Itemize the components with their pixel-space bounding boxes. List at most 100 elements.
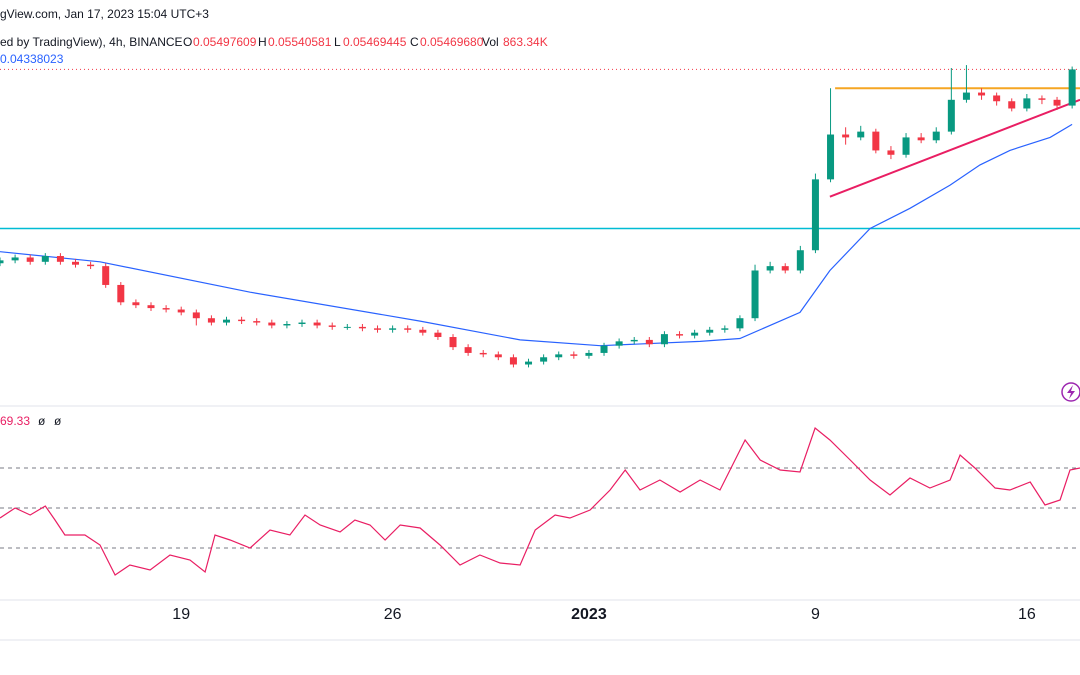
candle-body [827, 134, 835, 180]
ohlc-label: O [183, 35, 192, 49]
candle-body [600, 345, 608, 353]
candle-body [177, 309, 185, 313]
candle-body [1023, 98, 1031, 109]
candle-body [404, 328, 412, 330]
ohlc-value: 0.05469680 [420, 35, 484, 49]
price-pane [0, 65, 1080, 368]
candle-body [298, 322, 306, 324]
symbol: ed by TradingView), 4h, BINANCE [0, 35, 183, 49]
candle-body [706, 329, 714, 333]
candle-body [313, 322, 321, 326]
candle-body [1008, 101, 1016, 109]
volume-label: Vol [482, 35, 499, 49]
candle-body [660, 334, 668, 345]
candle-body [721, 328, 729, 330]
candle-body [962, 92, 970, 100]
alert-icon[interactable] [1061, 382, 1080, 402]
candle-body [585, 352, 593, 356]
candle-body [978, 92, 986, 96]
candle-body [676, 334, 684, 336]
candle-body [358, 326, 366, 329]
trend-line [829, 98, 1080, 198]
candle-body [736, 318, 744, 329]
candle-body [389, 328, 397, 330]
header-source: gView.com, Jan 17, 2023 15:04 UTC+3 [0, 7, 209, 21]
candle-body [328, 325, 336, 327]
candle-body [87, 264, 95, 267]
candle-body [887, 150, 895, 155]
candle-body [207, 318, 215, 323]
candle-body [811, 179, 819, 251]
ohlc-label: H [258, 35, 267, 49]
candle-body [555, 354, 563, 358]
alert-icon-bolt[interactable] [1067, 385, 1075, 399]
candle-body [102, 266, 110, 285]
candle-body [796, 250, 804, 271]
candle-body [1038, 98, 1046, 100]
ohlc-value: 0.05497609 [193, 35, 257, 49]
candle-body [117, 284, 125, 303]
candle-body [72, 261, 80, 265]
candle-body [993, 95, 1001, 102]
candle-body [857, 131, 865, 138]
candle-body [494, 354, 502, 358]
ohlc-value: 0.05540581 [268, 35, 332, 49]
candle-body [902, 137, 910, 155]
candle-body [238, 319, 246, 322]
rsi-line [0, 426, 1080, 576]
rsi-flag: ø [54, 414, 62, 428]
candle-body [449, 337, 457, 348]
x-tick-label: 26 [384, 606, 402, 623]
time-axis: 19 26 2023 9 16 [172, 606, 1036, 623]
candle-body [268, 322, 276, 326]
rsi-pane [0, 426, 1080, 576]
candle-body [479, 352, 487, 355]
rsi-flag: ø [38, 414, 46, 428]
header: gView.com, Jan 17, 2023 15:04 UTC+3 ed b… [0, 7, 548, 428]
candle-body [570, 354, 578, 356]
ohlc-label: L [334, 35, 341, 49]
candle-body [223, 319, 231, 323]
candle-body [374, 328, 382, 330]
candle-body [525, 361, 533, 365]
candle-body [630, 339, 638, 342]
ohlc-label: C [410, 35, 419, 49]
candle-body [434, 332, 442, 338]
candle-body [1068, 69, 1076, 106]
candle-body [645, 339, 653, 345]
x-tick-label: 19 [172, 606, 190, 623]
ma-value: 0.04338023 [0, 52, 64, 66]
candle-body [917, 137, 925, 141]
candle-body [872, 131, 880, 151]
candle-body [540, 357, 548, 362]
candle-body [1053, 99, 1061, 106]
candle-body [947, 99, 955, 132]
ohlc-value: 0.05469445 [343, 35, 407, 49]
candle-body [419, 329, 427, 333]
candle-body [932, 131, 940, 141]
candle-body [162, 308, 170, 310]
candle-body [26, 257, 34, 262]
candle-body [11, 257, 19, 261]
candle-body [132, 302, 140, 306]
x-tick-label: 2023 [571, 606, 607, 623]
rsi-value: 69.33 [0, 414, 30, 428]
candle-body [509, 357, 517, 365]
candle-body [253, 321, 261, 323]
candle-body [0, 260, 4, 264]
candle-body [691, 332, 699, 336]
candle-body [615, 341, 623, 346]
candle-body [343, 326, 351, 328]
candle-body [842, 134, 850, 138]
candle-body [56, 256, 64, 262]
candle-body [751, 270, 759, 319]
candle-body [41, 256, 49, 262]
moving-average [0, 123, 1073, 347]
candle-body [464, 347, 472, 353]
candle-body [192, 312, 200, 319]
candle-body [147, 305, 155, 309]
x-tick-label: 16 [1018, 606, 1036, 623]
candle-body [781, 266, 789, 271]
